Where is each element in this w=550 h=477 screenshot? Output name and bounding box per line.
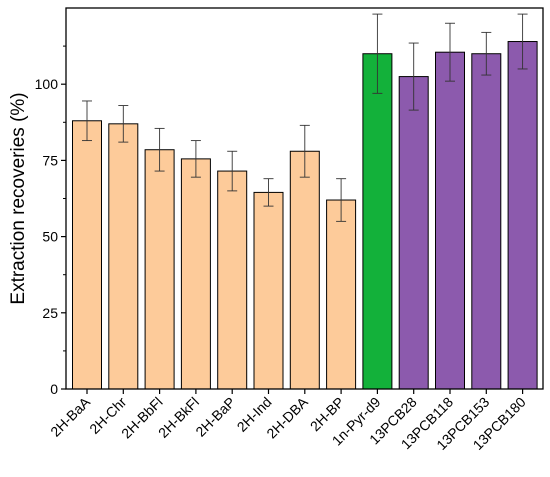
bar-2H-BaP: [217, 170, 248, 390]
y-axis: 0 25 50 75 100: [35, 45, 66, 397]
y-tick-label: 50: [42, 229, 58, 245]
bar-1n-Pyr-d9: [362, 53, 393, 390]
y-tick-label: 25: [42, 305, 58, 321]
bar-2H-Chr: [108, 123, 139, 390]
y-axis-label: Extraction recoveries (%): [8, 92, 29, 304]
x-tick-label: 2H-BaP: [192, 394, 238, 440]
x-tick-label: 2H-BaA: [47, 393, 93, 439]
y-tick-label: 100: [35, 76, 59, 92]
bar-2H-DBA: [289, 150, 320, 390]
bar-2H-BaA: [72, 120, 102, 390]
bar-2H-BP: [326, 199, 357, 390]
bar-13PCB180: [507, 41, 538, 390]
x-tick-label: 2H-BkFl: [155, 394, 202, 441]
bar-2H-BbFl: [144, 149, 175, 390]
x-axis: 2H-BaA2H-Chr2H-BbFl2H-BkFl2H-BaP2H-Ind2H…: [47, 389, 529, 453]
bar-13PCB28: [398, 76, 429, 390]
bar-2H-BkFl: [180, 158, 211, 390]
bar-13PCB153: [471, 53, 502, 390]
bar-2H-Ind: [253, 191, 284, 390]
error-bars-layer: [82, 13, 528, 222]
bar-13PCB118: [435, 51, 465, 390]
bars-layer: [72, 41, 538, 390]
x-tick-label: 2H-DBA: [263, 393, 311, 441]
y-tick-label: 0: [50, 381, 58, 397]
y-tick-label: 75: [42, 152, 58, 168]
